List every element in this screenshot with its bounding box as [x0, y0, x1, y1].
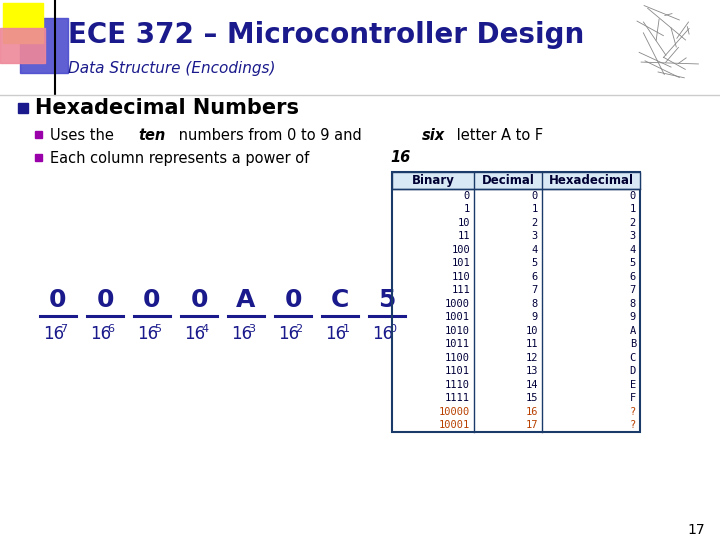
Text: Hexadecimal Numbers: Hexadecimal Numbers	[35, 98, 299, 118]
Text: 10: 10	[526, 326, 538, 336]
Text: 6: 6	[630, 272, 636, 282]
Text: 10001: 10001	[438, 420, 470, 430]
Text: ECE 372 – Microcontroller Design: ECE 372 – Microcontroller Design	[68, 21, 584, 49]
Text: 1010: 1010	[445, 326, 470, 336]
Text: 10000: 10000	[438, 407, 470, 417]
Text: 1001: 1001	[445, 312, 470, 322]
Text: ?: ?	[630, 407, 636, 417]
Text: D: D	[630, 366, 636, 376]
Text: Decimal: Decimal	[482, 174, 534, 187]
Text: 5: 5	[532, 258, 538, 268]
Text: letter A to F: letter A to F	[451, 127, 543, 143]
Text: 3: 3	[630, 231, 636, 241]
Text: 16: 16	[184, 325, 206, 343]
Text: 2: 2	[630, 218, 636, 228]
Text: 9: 9	[532, 312, 538, 322]
Text: Each column represents a power of: Each column represents a power of	[50, 151, 314, 165]
Text: 1: 1	[532, 204, 538, 214]
Text: 0: 0	[464, 191, 470, 201]
Text: 2: 2	[532, 218, 538, 228]
Text: 1: 1	[630, 204, 636, 214]
Text: B: B	[630, 339, 636, 349]
Text: 14: 14	[526, 380, 538, 390]
Text: 16: 16	[138, 325, 158, 343]
Text: 0: 0	[630, 191, 636, 201]
Text: 111: 111	[451, 285, 470, 295]
Text: 13: 13	[526, 366, 538, 376]
Text: 4: 4	[630, 245, 636, 255]
Text: 16: 16	[526, 407, 538, 417]
Text: 1: 1	[464, 204, 470, 214]
Text: 1: 1	[343, 324, 349, 334]
Text: 3: 3	[532, 231, 538, 241]
Text: C: C	[330, 288, 349, 312]
Text: 100: 100	[451, 245, 470, 255]
Bar	[392, 172, 640, 189]
Text: numbers from 0 to 9 and: numbers from 0 to 9 and	[174, 127, 366, 143]
Text: 0: 0	[143, 288, 161, 312]
Text: 5: 5	[155, 324, 161, 334]
Text: 16: 16	[91, 325, 112, 343]
Text: C: C	[630, 353, 636, 363]
Text: 8: 8	[630, 299, 636, 309]
Text: 12: 12	[526, 353, 538, 363]
Text: 1111: 1111	[445, 393, 470, 403]
Text: 110: 110	[451, 272, 470, 282]
Text: 4: 4	[532, 245, 538, 255]
Text: 6: 6	[107, 324, 114, 334]
Text: 6: 6	[532, 272, 538, 282]
Text: 9: 9	[630, 312, 636, 322]
Text: 0: 0	[532, 191, 538, 201]
Text: Hexadecimal: Hexadecimal	[549, 174, 634, 187]
Text: 0: 0	[96, 288, 114, 312]
Text: six: six	[422, 127, 445, 143]
Text: 1100: 1100	[445, 353, 470, 363]
Text: 16: 16	[279, 325, 300, 343]
Bar	[35, 154, 42, 161]
Text: 101: 101	[451, 258, 470, 268]
Text: 1011: 1011	[445, 339, 470, 349]
Bar	[35, 131, 42, 138]
Text: 2: 2	[295, 324, 302, 334]
Text: F: F	[630, 393, 636, 403]
Text: 17: 17	[688, 523, 705, 537]
Text: 1000: 1000	[445, 299, 470, 309]
Text: 3: 3	[248, 324, 256, 334]
Bar	[20, 18, 68, 73]
Text: 0: 0	[49, 288, 67, 312]
Text: 7: 7	[60, 324, 68, 334]
Text: 8: 8	[532, 299, 538, 309]
Text: ten: ten	[138, 127, 166, 143]
Text: 17: 17	[526, 420, 538, 430]
Text: 11: 11	[526, 339, 538, 349]
Text: 7: 7	[532, 285, 538, 295]
Bar	[3, 3, 43, 43]
Text: Binary: Binary	[412, 174, 454, 187]
Text: ?: ?	[630, 420, 636, 430]
Text: 0: 0	[190, 288, 208, 312]
Text: 16: 16	[390, 151, 410, 165]
Text: 4: 4	[202, 324, 209, 334]
Bar	[18, 103, 28, 113]
Text: Uses the: Uses the	[50, 127, 119, 143]
Bar	[0, 28, 45, 63]
Text: 7: 7	[630, 285, 636, 295]
Text: 16: 16	[325, 325, 346, 343]
Text: 10: 10	[457, 218, 470, 228]
Text: 0: 0	[390, 324, 397, 334]
Text: 15: 15	[526, 393, 538, 403]
Text: A: A	[630, 326, 636, 336]
Text: 16: 16	[372, 325, 394, 343]
Text: 5: 5	[378, 288, 396, 312]
Text: E: E	[630, 380, 636, 390]
Text: A: A	[236, 288, 256, 312]
Text: 16: 16	[43, 325, 65, 343]
Text: 16: 16	[231, 325, 253, 343]
Text: Data Structure (Encodings): Data Structure (Encodings)	[68, 60, 276, 76]
Text: 1110: 1110	[445, 380, 470, 390]
Text: 0: 0	[284, 288, 302, 312]
Text: 5: 5	[630, 258, 636, 268]
Text: 1101: 1101	[445, 366, 470, 376]
Text: 11: 11	[457, 231, 470, 241]
